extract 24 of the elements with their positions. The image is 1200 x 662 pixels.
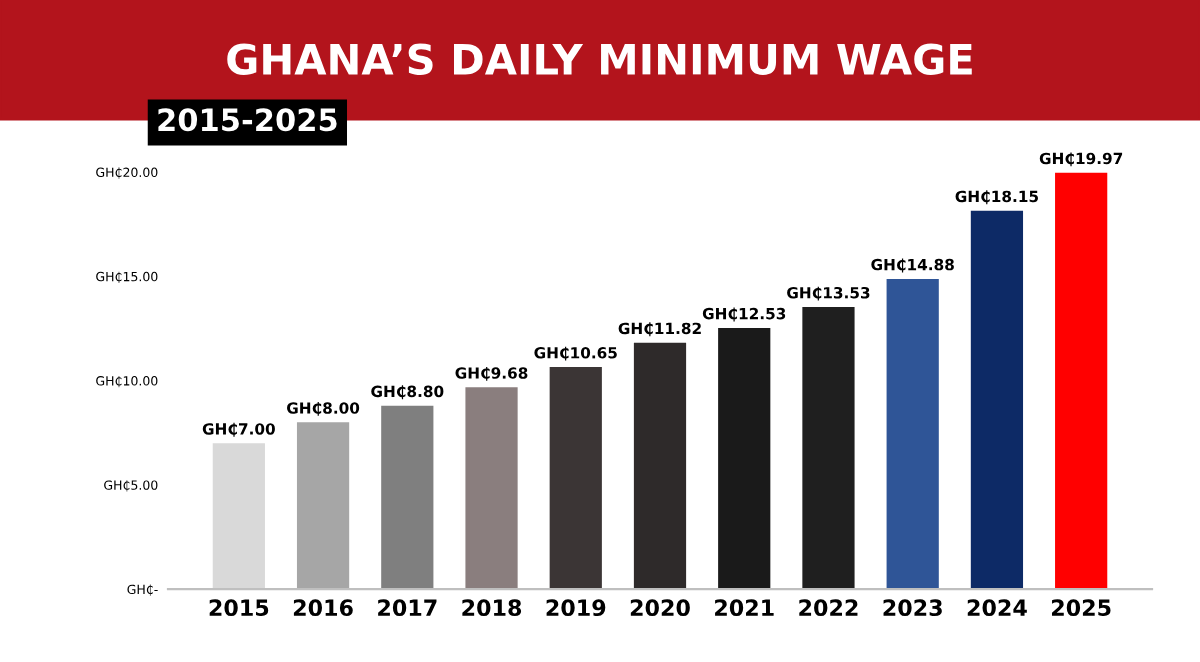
bar: [886, 278, 939, 590]
chart-subtitle: 2015-2025: [158, 108, 337, 132]
x-tick-label: 2017: [378, 599, 437, 617]
bar: [296, 422, 350, 590]
bar: [465, 387, 518, 590]
x-tick-label: 2025: [1051, 599, 1111, 617]
bar: [970, 210, 1024, 590]
bar: [802, 307, 855, 590]
x-tick-label: 2023: [883, 599, 942, 617]
x-tick-label: 2016: [293, 599, 353, 617]
x-tick-label: 2018: [462, 599, 522, 617]
x-tick-label: 2022: [799, 599, 858, 617]
chart-title: GHANA’S DAILY MINIMUM WAGE: [227, 43, 972, 75]
x-tick-label: 2019: [546, 599, 606, 617]
bar: [718, 327, 771, 590]
bar: [212, 443, 265, 590]
x-tick-label: 2021: [715, 599, 774, 617]
bar: [633, 342, 687, 590]
x-tick-label: 2015: [209, 599, 269, 617]
bar: [1055, 172, 1108, 590]
x-tick-label: 2020: [630, 599, 690, 617]
x-tick-label: 2024: [967, 599, 1027, 617]
bar: [381, 405, 434, 590]
bar: [549, 367, 602, 590]
